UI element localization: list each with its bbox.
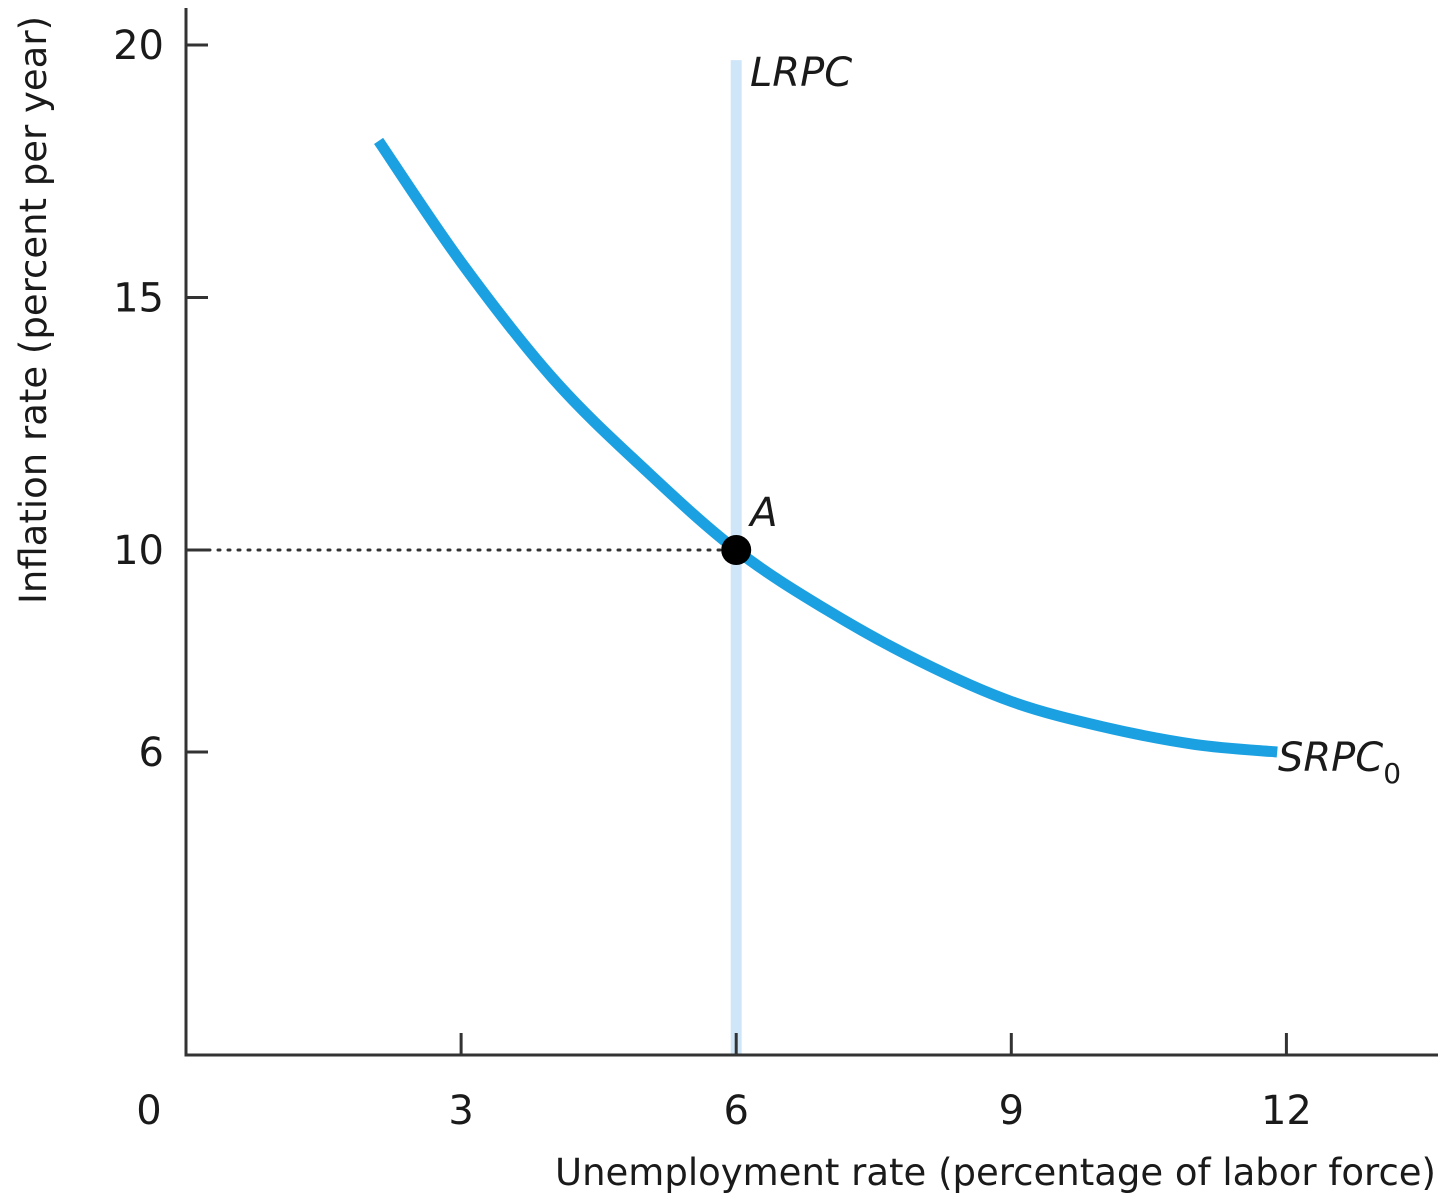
y-tick-label-10: 10 (113, 528, 164, 574)
y-tick-label-6: 6 (139, 730, 164, 776)
srpc-label: SRPC0 (1278, 735, 1401, 790)
srpc-label-subscript: 0 (1383, 757, 1401, 790)
x-tick-label-9: 9 (999, 1088, 1024, 1134)
y-tick-label-20: 20 (113, 23, 164, 69)
chart-lines-layer (196, 60, 1278, 1055)
chart-axes-layer (184, 8, 1438, 1057)
srpc-curve (374, 137, 1278, 758)
lrpc-label: LRPC (750, 50, 852, 96)
x-tick-label-6: 6 (723, 1088, 748, 1134)
y-axis-title: Inflation rate (percent per year) (12, 16, 55, 604)
origin-label: 0 (136, 1088, 161, 1134)
chart-text-layer: 3 6 9 12 0 6 10 15 20 Unemployment rate (percenta… (12, 16, 1436, 1194)
x-tick-label-3: 3 (448, 1088, 473, 1134)
x-axis-title: Unemployment rate (percentage of labor f… (555, 1151, 1436, 1194)
point-a (721, 535, 752, 565)
y-tick-label-15: 15 (113, 276, 164, 322)
srpc-label-main: SRPC (1278, 735, 1383, 781)
point-label-a: A (747, 490, 777, 536)
x-tick-label-12: 12 (1261, 1088, 1312, 1134)
